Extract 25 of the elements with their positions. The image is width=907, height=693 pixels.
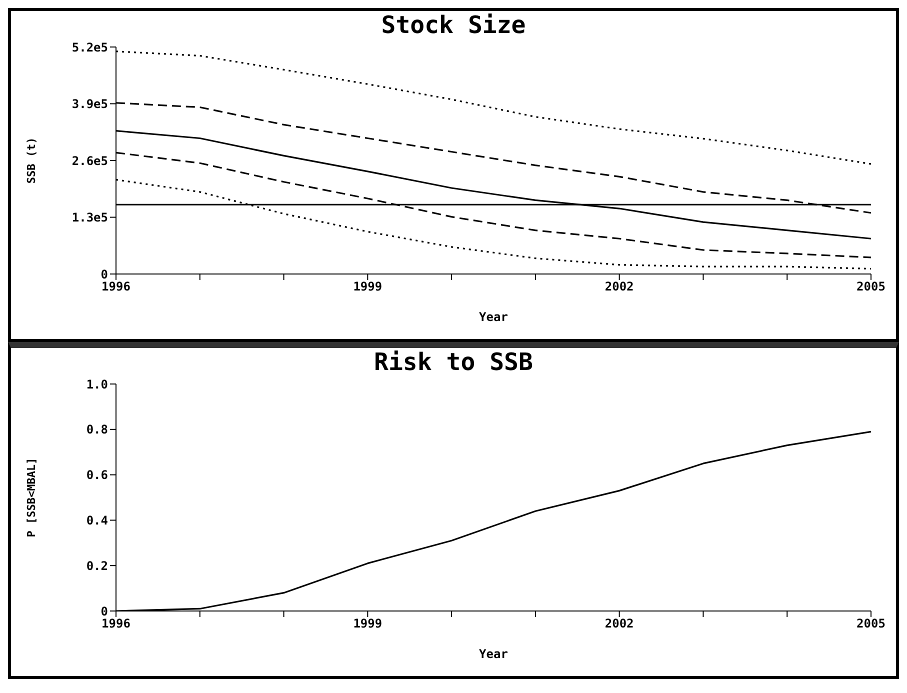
y-tick-label: 0	[100, 604, 108, 618]
x-tick-label: 2002	[604, 616, 634, 631]
x-tick-label: 1996	[102, 616, 130, 631]
x-tick-label: 1999	[353, 280, 382, 294]
x-tick-label: 2002	[604, 280, 634, 294]
chart-title: Risk to SSB	[373, 348, 534, 376]
y-tick-label: 0.6	[86, 468, 108, 482]
x-axis-title: Year	[479, 310, 508, 324]
y-tick-label: 1.3e5	[72, 210, 108, 225]
y-tick-label: 0	[100, 267, 108, 282]
y-tick-label: 5.2e5	[72, 40, 108, 54]
y-tick-label: 0.8	[86, 422, 108, 437]
y-axis-title: P [SSB<MBAL]	[24, 458, 38, 538]
chart-title: Stock Size	[380, 11, 527, 39]
y-tick-label: 3.9e5	[72, 97, 108, 112]
x-axis-title: Year	[479, 647, 508, 661]
y-tick-label: 0.4	[86, 513, 108, 528]
x-tick-label: 1999	[353, 616, 382, 631]
x-tick-label: 2005	[856, 280, 886, 294]
y-tick-label: 0.2	[86, 558, 108, 573]
x-tick-label: 2005	[856, 616, 886, 631]
y-tick-label: 2.6e5	[72, 154, 108, 168]
y-tick-label: 1.0	[86, 377, 108, 392]
y-axis-title: SSB (t)	[24, 137, 38, 184]
x-tick-label: 1996	[102, 280, 130, 294]
